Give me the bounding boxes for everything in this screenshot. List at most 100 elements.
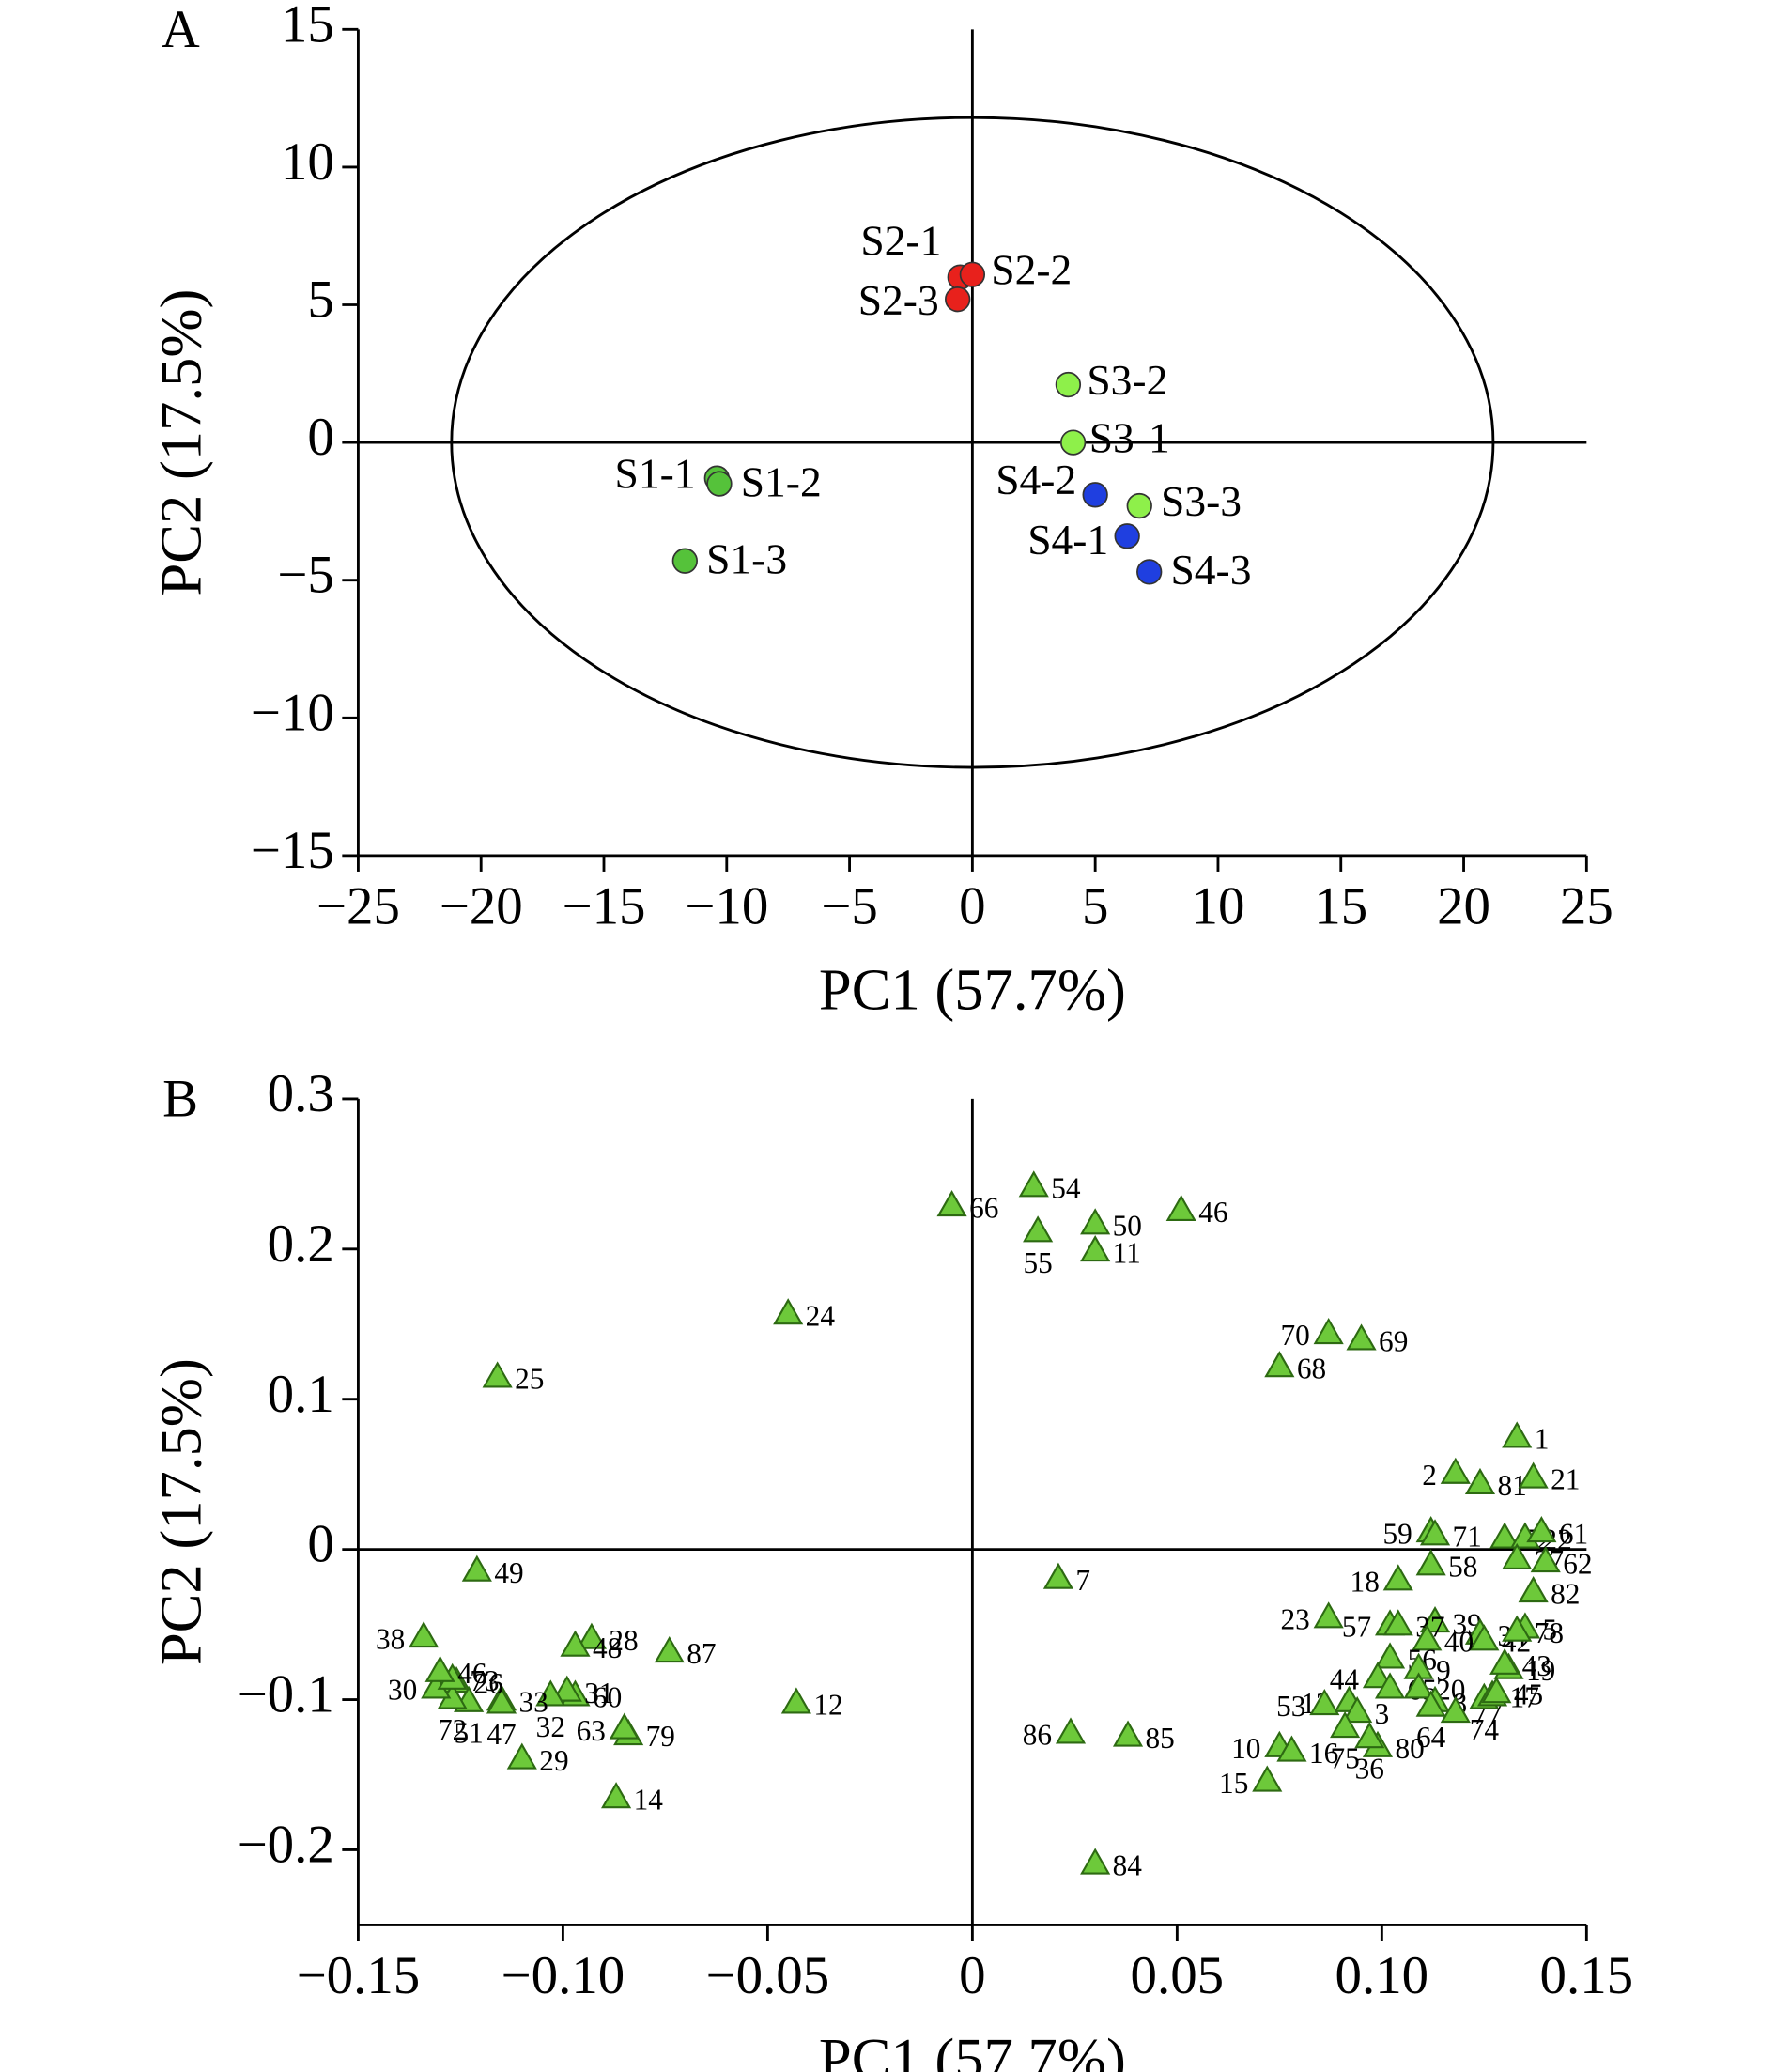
point bbox=[1374, 1642, 1406, 1669]
point bbox=[1059, 429, 1087, 456]
point bbox=[1082, 482, 1108, 508]
point-label: 49 bbox=[494, 1556, 523, 1589]
point bbox=[1313, 1317, 1344, 1345]
point bbox=[1042, 1562, 1073, 1589]
point bbox=[1464, 1467, 1496, 1495]
point-label: 12 bbox=[813, 1689, 842, 1722]
point-label: 69 bbox=[1379, 1325, 1408, 1358]
point-label: 59 bbox=[1382, 1517, 1412, 1550]
point bbox=[576, 1622, 607, 1649]
x-tick-label: −20 bbox=[440, 877, 523, 936]
point-label: 79 bbox=[646, 1720, 675, 1753]
point bbox=[560, 1630, 591, 1657]
point-label: 55 bbox=[1023, 1246, 1052, 1279]
point bbox=[1112, 1720, 1144, 1747]
point-label: 14 bbox=[634, 1783, 664, 1816]
point bbox=[609, 1712, 640, 1740]
point-label: 29 bbox=[539, 1744, 568, 1777]
point bbox=[1023, 1215, 1054, 1243]
y-tick-label: 0.2 bbox=[268, 1214, 334, 1274]
point-label: S2-1 bbox=[860, 216, 941, 264]
point-label: 9 bbox=[1436, 1654, 1451, 1687]
point-label: S3-1 bbox=[1089, 414, 1170, 462]
point bbox=[1114, 523, 1140, 549]
point bbox=[1469, 1624, 1500, 1651]
point-label: S1-3 bbox=[706, 534, 787, 582]
x-tick-label: −25 bbox=[316, 877, 400, 936]
x-axis-title: PC1 (57.7%) bbox=[819, 957, 1126, 1023]
point-label: S4-2 bbox=[996, 456, 1076, 503]
point bbox=[1264, 1351, 1295, 1378]
point bbox=[1165, 1194, 1196, 1221]
point bbox=[1412, 1624, 1443, 1651]
point-label: S4-1 bbox=[1027, 516, 1108, 564]
point-label: S2-2 bbox=[991, 246, 1072, 294]
y-tick-label: 15 bbox=[281, 0, 334, 54]
point bbox=[1440, 1695, 1471, 1724]
point bbox=[1252, 1765, 1283, 1792]
point bbox=[1342, 1695, 1373, 1724]
point-label: 44 bbox=[1330, 1662, 1360, 1695]
point bbox=[424, 1655, 455, 1682]
x-tick-label: −5 bbox=[821, 877, 878, 936]
x-tick-label: 5 bbox=[1082, 877, 1108, 936]
point bbox=[1518, 1461, 1549, 1489]
point bbox=[1419, 1519, 1451, 1546]
point-label: 85 bbox=[1146, 1722, 1175, 1755]
x-tick-label: −10 bbox=[685, 877, 768, 936]
x-tick-label: −0.10 bbox=[502, 1946, 625, 2005]
point-label: 18 bbox=[1351, 1565, 1380, 1598]
point-label: 33 bbox=[519, 1685, 548, 1718]
point bbox=[1502, 1421, 1533, 1448]
point-label: 68 bbox=[1297, 1352, 1326, 1384]
point-label: 28 bbox=[609, 1624, 638, 1657]
point-label: 23 bbox=[1280, 1602, 1309, 1635]
point-label: 72 bbox=[438, 1713, 467, 1746]
point bbox=[601, 1782, 632, 1809]
point-label: 48 bbox=[593, 1631, 622, 1664]
point bbox=[1526, 1516, 1557, 1543]
y-tick-label: −15 bbox=[251, 821, 334, 880]
point-label: 82 bbox=[1551, 1577, 1580, 1610]
x-tick-label: −0.05 bbox=[706, 1946, 830, 2005]
y-tick-label: 0 bbox=[307, 1515, 333, 1574]
point-label: S4-3 bbox=[1170, 546, 1251, 594]
chart-panel: B−0.2−0.100.10.20.3−0.15 −0.10 −0.05 0 0.05 0… bbox=[148, 1064, 1634, 2072]
point-label: 46 bbox=[1198, 1196, 1227, 1229]
y-tick-label: −0.2 bbox=[238, 1816, 334, 1875]
point-label: 54 bbox=[1051, 1172, 1081, 1205]
point bbox=[1080, 1208, 1111, 1235]
y-tick-label: 5 bbox=[307, 271, 333, 330]
point-label: S2-3 bbox=[858, 276, 939, 324]
point-label: 1 bbox=[1535, 1423, 1550, 1456]
point bbox=[1415, 1549, 1446, 1576]
point bbox=[773, 1298, 804, 1325]
point-label: S3-2 bbox=[1087, 356, 1167, 404]
point bbox=[482, 1361, 513, 1388]
x-tick-label: 0 bbox=[959, 1946, 985, 2005]
point-label: S3-3 bbox=[1161, 477, 1242, 525]
y-tick-label: −0.1 bbox=[238, 1665, 334, 1724]
point-label: 40 bbox=[1444, 1625, 1474, 1658]
point-label: 26 bbox=[474, 1667, 503, 1700]
point bbox=[461, 1554, 492, 1582]
point-label: 15 bbox=[1219, 1767, 1248, 1800]
panel-label: B bbox=[162, 1070, 198, 1129]
point-label: 58 bbox=[1448, 1551, 1477, 1584]
point-label: 24 bbox=[806, 1299, 836, 1332]
point bbox=[1055, 1717, 1087, 1744]
point-label: S1-2 bbox=[741, 457, 822, 505]
point-label: 21 bbox=[1551, 1463, 1580, 1496]
point-label: 25 bbox=[515, 1363, 544, 1396]
point-label: 78 bbox=[1535, 1616, 1564, 1649]
point bbox=[1481, 1677, 1512, 1704]
point-label: 80 bbox=[1395, 1732, 1424, 1765]
point bbox=[506, 1742, 537, 1770]
point bbox=[1502, 1615, 1533, 1642]
point-label: 45 bbox=[1514, 1678, 1543, 1710]
point-label: 70 bbox=[1280, 1319, 1309, 1352]
point-label: 16 bbox=[1309, 1737, 1338, 1770]
point bbox=[1382, 1609, 1413, 1636]
point-label: 5 bbox=[1542, 1614, 1557, 1647]
y-axis-title: PC2 (17.5%) bbox=[148, 289, 214, 596]
